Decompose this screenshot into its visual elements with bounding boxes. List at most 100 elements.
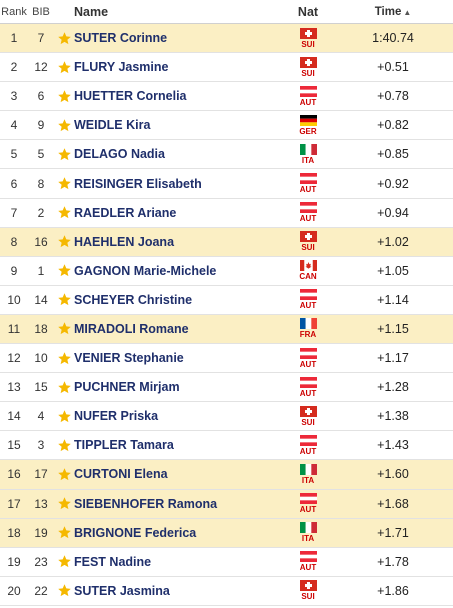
star-icon[interactable] (54, 467, 74, 482)
table-row[interactable]: 2 12 FLURY Jasmine SUI +0.51 (0, 53, 453, 83)
table-row[interactable]: 12 10 VENIER Stephanie AUT +1.17 (0, 344, 453, 374)
athlete-name-link[interactable]: PUCHNER Mirjam (74, 380, 180, 395)
table-row[interactable]: 14 4 NUFER Priska SUI +1.38 (0, 402, 453, 432)
athlete-name-link[interactable]: REISINGER Elisabeth (74, 176, 202, 191)
athlete-name-link[interactable]: RAEDLER Ariane (74, 205, 177, 220)
nation-code: SUI (301, 592, 315, 602)
star-icon[interactable] (54, 409, 74, 424)
table-row[interactable]: 1 7 SUTER Corinne SUI 1:40.74 (0, 24, 453, 54)
nation-code: AUT (299, 505, 317, 515)
table-row[interactable]: 8 16 HAEHLEN Joana SUI +1.02 (0, 227, 453, 257)
rank-cell: 14 (7, 409, 21, 424)
athlete-name-link[interactable]: MIRADOLI Romane (74, 321, 189, 336)
table-row[interactable]: 5 5 DELAGO Nadia ITA +0.85 (0, 140, 453, 170)
star-icon[interactable] (54, 496, 74, 511)
rank-cell: 18 (7, 525, 21, 540)
bib-cell: 10 (34, 351, 48, 366)
athlete-name-link[interactable]: SUTER Jasmina (74, 583, 170, 598)
nation-cell: AUT (283, 551, 333, 572)
star-icon[interactable] (54, 292, 74, 307)
nation-code: CAN (299, 272, 317, 282)
star-icon[interactable] (54, 583, 74, 598)
athlete-name-link[interactable]: FLURY Jasmine (74, 60, 169, 75)
table-row[interactable]: 3 6 HUETTER Cornelia AUT +0.78 (0, 82, 453, 112)
nation-code: ITA (301, 534, 315, 544)
athlete-name-link[interactable]: VENIER Stephanie (74, 351, 184, 366)
nat-column-header[interactable]: Nat (297, 4, 319, 19)
athlete-name-link[interactable]: WEIDLE Kira (74, 118, 151, 133)
athlete-name-link[interactable]: GAGNON Marie-Michele (74, 263, 217, 278)
table-row[interactable]: 6 8 REISINGER Elisabeth AUT +0.92 (0, 169, 453, 199)
bib-cell: 16 (34, 234, 48, 249)
flag-icon (299, 173, 317, 185)
rank-column-header[interactable]: Rank (1, 5, 27, 18)
athlete-name-link[interactable]: CURTONI Elena (74, 467, 168, 482)
table-row[interactable]: 9 1 GAGNON Marie-Michele CAN +1.05 (0, 256, 453, 286)
nation-cell: AUT (283, 173, 333, 194)
star-icon[interactable] (54, 60, 74, 75)
rank-cell: 12 (7, 351, 21, 366)
table-row[interactable]: 10 14 SCHEYER Christine AUT +1.14 (0, 285, 453, 315)
table-row[interactable]: 20 22 SUTER Jasmina SUI +1.86 (0, 576, 453, 606)
star-icon[interactable] (54, 554, 74, 569)
table-row[interactable]: 16 17 CURTONI Elena ITA +1.60 (0, 460, 453, 490)
nation-cell: ITA (283, 463, 333, 485)
bib-cell: 14 (34, 292, 48, 307)
bib-cell: 17 (34, 467, 48, 482)
bib-cell: 4 (37, 409, 45, 424)
nation-cell: FRA (283, 318, 333, 339)
rank-cell: 9 (10, 263, 18, 278)
athlete-name-link[interactable]: HUETTER Cornelia (74, 89, 187, 104)
star-icon[interactable] (54, 147, 74, 162)
table-row[interactable]: 18 19 BRIGNONE Federica ITA +1.71 (0, 518, 453, 548)
nation-code: AUT (299, 359, 317, 369)
star-icon[interactable] (54, 205, 74, 220)
bib-cell: 15 (34, 380, 48, 395)
athlete-name-link[interactable]: SUTER Corinne (74, 31, 168, 46)
athlete-name-link[interactable]: BRIGNONE Federica (74, 525, 197, 540)
time-cell: 1:40.74 (372, 31, 414, 46)
flag-icon (299, 522, 317, 534)
bib-cell: 9 (37, 118, 45, 133)
time-column-header[interactable]: Time ▲ (333, 6, 453, 18)
star-icon[interactable] (54, 263, 74, 278)
flag-icon (299, 289, 317, 301)
rank-cell: 20 (7, 583, 21, 598)
table-row[interactable]: 11 18 MIRADOLI Romane FRA +1.15 (0, 314, 453, 345)
star-icon[interactable] (54, 118, 74, 133)
table-body: 1 7 SUTER Corinne SUI 1:40.74 2 12 FLURY… (0, 24, 453, 606)
star-icon[interactable] (54, 321, 74, 336)
athlete-name-link[interactable]: HAEHLEN Joana (74, 234, 175, 249)
star-icon[interactable] (54, 380, 74, 395)
nation-code: ITA (301, 155, 315, 165)
time-cell: +0.94 (377, 205, 409, 220)
athlete-name-link[interactable]: SCHEYER Christine (74, 292, 193, 307)
star-icon[interactable] (54, 31, 74, 46)
star-icon[interactable] (54, 89, 74, 104)
time-cell: +0.85 (377, 147, 409, 162)
name-column-header[interactable]: Name (74, 4, 109, 19)
athlete-name-link[interactable]: SIEBENHOFER Ramona (74, 496, 218, 511)
athlete-name-link[interactable]: DELAGO Nadia (74, 147, 165, 162)
table-row[interactable]: 19 23 FEST Nadine AUT +1.78 (0, 547, 453, 577)
bib-cell: 5 (37, 147, 45, 162)
bib-cell: 8 (37, 176, 45, 191)
table-row[interactable]: 17 13 SIEBENHOFER Ramona AUT +1.68 (0, 489, 453, 519)
star-icon[interactable] (54, 234, 74, 249)
table-row[interactable]: 4 9 WEIDLE Kira GER +0.82 (0, 111, 453, 141)
flag-icon (299, 114, 317, 126)
star-icon[interactable] (54, 438, 74, 453)
athlete-name-link[interactable]: FEST Nadine (74, 554, 152, 569)
athlete-name-link[interactable]: TIPPLER Tamara (74, 438, 174, 453)
time-cell: +0.92 (377, 176, 409, 191)
nation-cell: GER (283, 114, 333, 136)
table-row[interactable]: 15 3 TIPPLER Tamara AUT +1.43 (0, 431, 453, 461)
bib-column-header[interactable]: BIB (32, 5, 50, 18)
athlete-name-link[interactable]: NUFER Priska (74, 409, 159, 424)
star-icon[interactable] (54, 176, 74, 191)
table-row[interactable]: 7 2 RAEDLER Ariane AUT +0.94 (0, 198, 453, 228)
table-row[interactable]: 13 15 PUCHNER Mirjam AUT +1.28 (0, 373, 453, 403)
time-cell: +1.15 (377, 321, 409, 336)
star-icon[interactable] (54, 351, 74, 366)
star-icon[interactable] (54, 525, 74, 540)
